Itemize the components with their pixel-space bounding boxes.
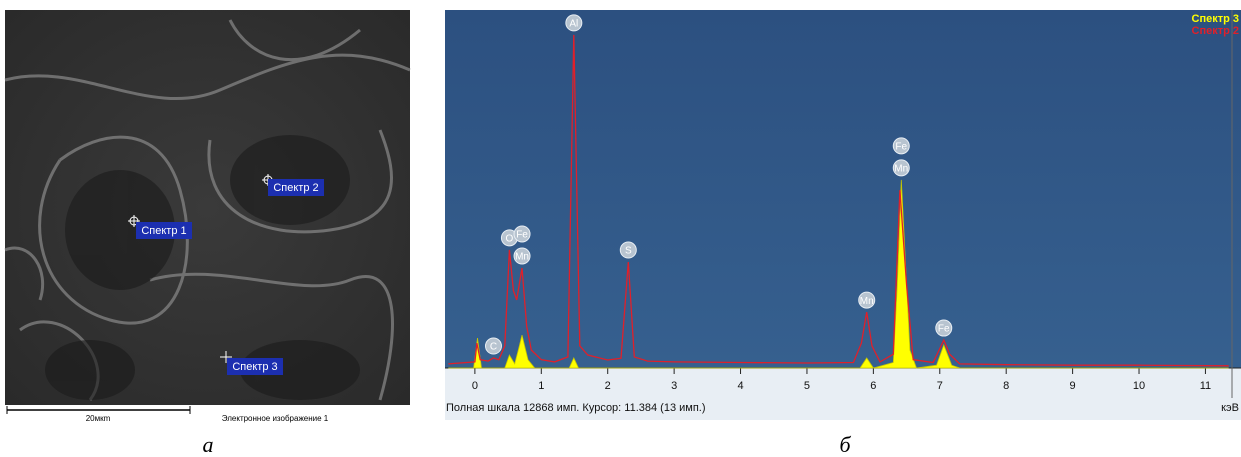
x-tick-label: 1 — [538, 380, 544, 392]
spot-label: Спектр 2 — [273, 182, 318, 194]
x-tick-label: 5 — [804, 380, 810, 392]
peak-label: Mn — [514, 248, 530, 264]
spot-label: Спектр 3 — [232, 361, 277, 373]
peak-label: C — [485, 338, 501, 354]
peak-label-text: Fe — [895, 142, 907, 153]
legend-entry: Спектр 2 — [1192, 25, 1240, 37]
panel-label: а — [203, 432, 214, 457]
peak-label: Mn — [893, 160, 909, 176]
x-tick-label: 8 — [1003, 380, 1009, 392]
spot-label: Спектр 1 — [141, 225, 186, 237]
x-tick-label: 4 — [737, 380, 743, 392]
peak-label-text: Fe — [516, 230, 528, 241]
peak-label-text: Mn — [860, 296, 874, 307]
x-tick-label: 11 — [1200, 380, 1211, 392]
x-tick-label: 0 — [472, 380, 478, 392]
plot-background — [445, 10, 1241, 368]
peak-label-text: S — [625, 246, 632, 257]
peak-label-text: O — [506, 234, 514, 245]
peak-label: Al — [566, 15, 582, 31]
peak-label: S — [620, 242, 636, 258]
peak-label-text: Fe — [938, 324, 950, 335]
status-text: Полная шкала 12868 имп. Курсор: 11.384 (… — [446, 402, 706, 414]
peak-label-text: C — [490, 342, 497, 353]
peak-label: Fe — [514, 226, 530, 242]
sem-footer — [5, 405, 410, 425]
sem-panel: Спектр 1 Спектр 2 Спектр 3 20мкm Электро… — [5, 10, 410, 457]
sem-caption: Электронное изображение 1 — [222, 414, 329, 423]
x-tick-label: 9 — [1070, 380, 1076, 392]
scale-bar-label: 20мкm — [86, 414, 111, 423]
x-tick-label: 10 — [1133, 380, 1145, 392]
peak-label: Mn — [859, 292, 875, 308]
peak-label-text: Mn — [515, 252, 529, 263]
x-tick-label: 2 — [605, 380, 611, 392]
figure: Спектр 1 Спектр 2 Спектр 3 20мкm Электро… — [0, 0, 1241, 457]
peak-label: Fe — [936, 320, 952, 336]
x-unit: кэВ — [1221, 402, 1239, 414]
peak-label: Fe — [893, 138, 909, 154]
x-tick-label: 7 — [937, 380, 943, 392]
x-tick-label: 6 — [870, 380, 876, 392]
legend-entry: Спектр 3 — [1192, 13, 1240, 25]
peak-label-text: Mn — [894, 164, 908, 175]
panel-label: б — [839, 432, 851, 457]
peak-label-text: Al — [569, 19, 578, 30]
x-tick-label: 3 — [671, 380, 677, 392]
